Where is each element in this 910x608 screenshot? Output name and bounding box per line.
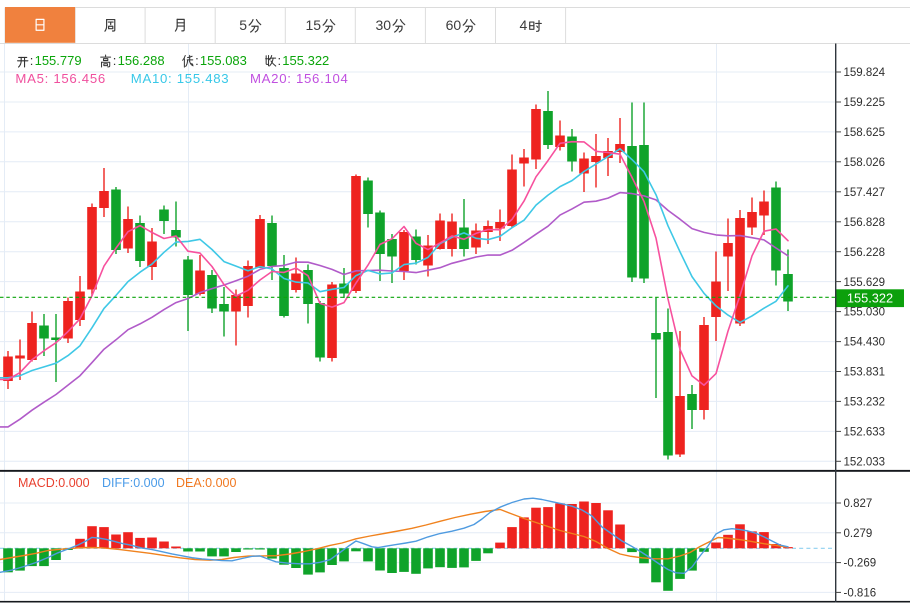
- svg-text:152.633: 152.633: [844, 427, 886, 439]
- svg-text:158.026: 158.026: [844, 157, 886, 169]
- svg-text:155.322: 155.322: [847, 291, 893, 306]
- svg-text:153.831: 153.831: [844, 367, 886, 379]
- svg-text::: :: [30, 53, 34, 68]
- svg-text::: :: [278, 53, 282, 68]
- svg-text:156.828: 156.828: [844, 217, 886, 229]
- svg-text:156.228: 156.228: [844, 247, 886, 259]
- svg-text:-0.816: -0.816: [844, 588, 877, 600]
- svg-text:MA20: 156.104: MA20: 156.104: [250, 71, 349, 86]
- svg-text:4: 4: [520, 17, 528, 33]
- svg-text:152.033: 152.033: [844, 456, 886, 468]
- svg-text:MA10: 155.483: MA10: 155.483: [131, 71, 230, 86]
- svg-text:30: 30: [376, 17, 392, 33]
- svg-text:159.824: 159.824: [844, 67, 886, 79]
- svg-text:0.279: 0.279: [844, 528, 873, 540]
- svg-text:153.232: 153.232: [844, 397, 886, 409]
- svg-text:5: 5: [239, 17, 247, 33]
- svg-text:154.430: 154.430: [844, 337, 886, 349]
- svg-text:158.625: 158.625: [844, 127, 886, 139]
- svg-text:155.030: 155.030: [844, 307, 886, 319]
- svg-text::: :: [195, 53, 199, 68]
- svg-text:155.779: 155.779: [35, 53, 82, 68]
- svg-text:MACD:0.000: MACD:0.000: [18, 476, 90, 490]
- svg-text:60: 60: [446, 17, 462, 33]
- svg-text:155.629: 155.629: [844, 277, 886, 289]
- svg-text:156.288: 156.288: [118, 53, 165, 68]
- svg-text:155.083: 155.083: [200, 53, 247, 68]
- svg-text:159.225: 159.225: [844, 97, 886, 109]
- svg-text:0.827: 0.827: [844, 498, 873, 510]
- svg-text:15: 15: [306, 17, 322, 33]
- svg-text:155.322: 155.322: [282, 53, 329, 68]
- svg-text:MA5: 156.456: MA5: 156.456: [15, 71, 106, 86]
- svg-text:DIFF:0.000: DIFF:0.000: [102, 476, 165, 490]
- svg-text::: :: [113, 53, 117, 68]
- svg-text:157.427: 157.427: [844, 187, 886, 199]
- svg-text:-0.269: -0.269: [844, 558, 877, 570]
- svg-text:DEA:0.000: DEA:0.000: [176, 476, 237, 490]
